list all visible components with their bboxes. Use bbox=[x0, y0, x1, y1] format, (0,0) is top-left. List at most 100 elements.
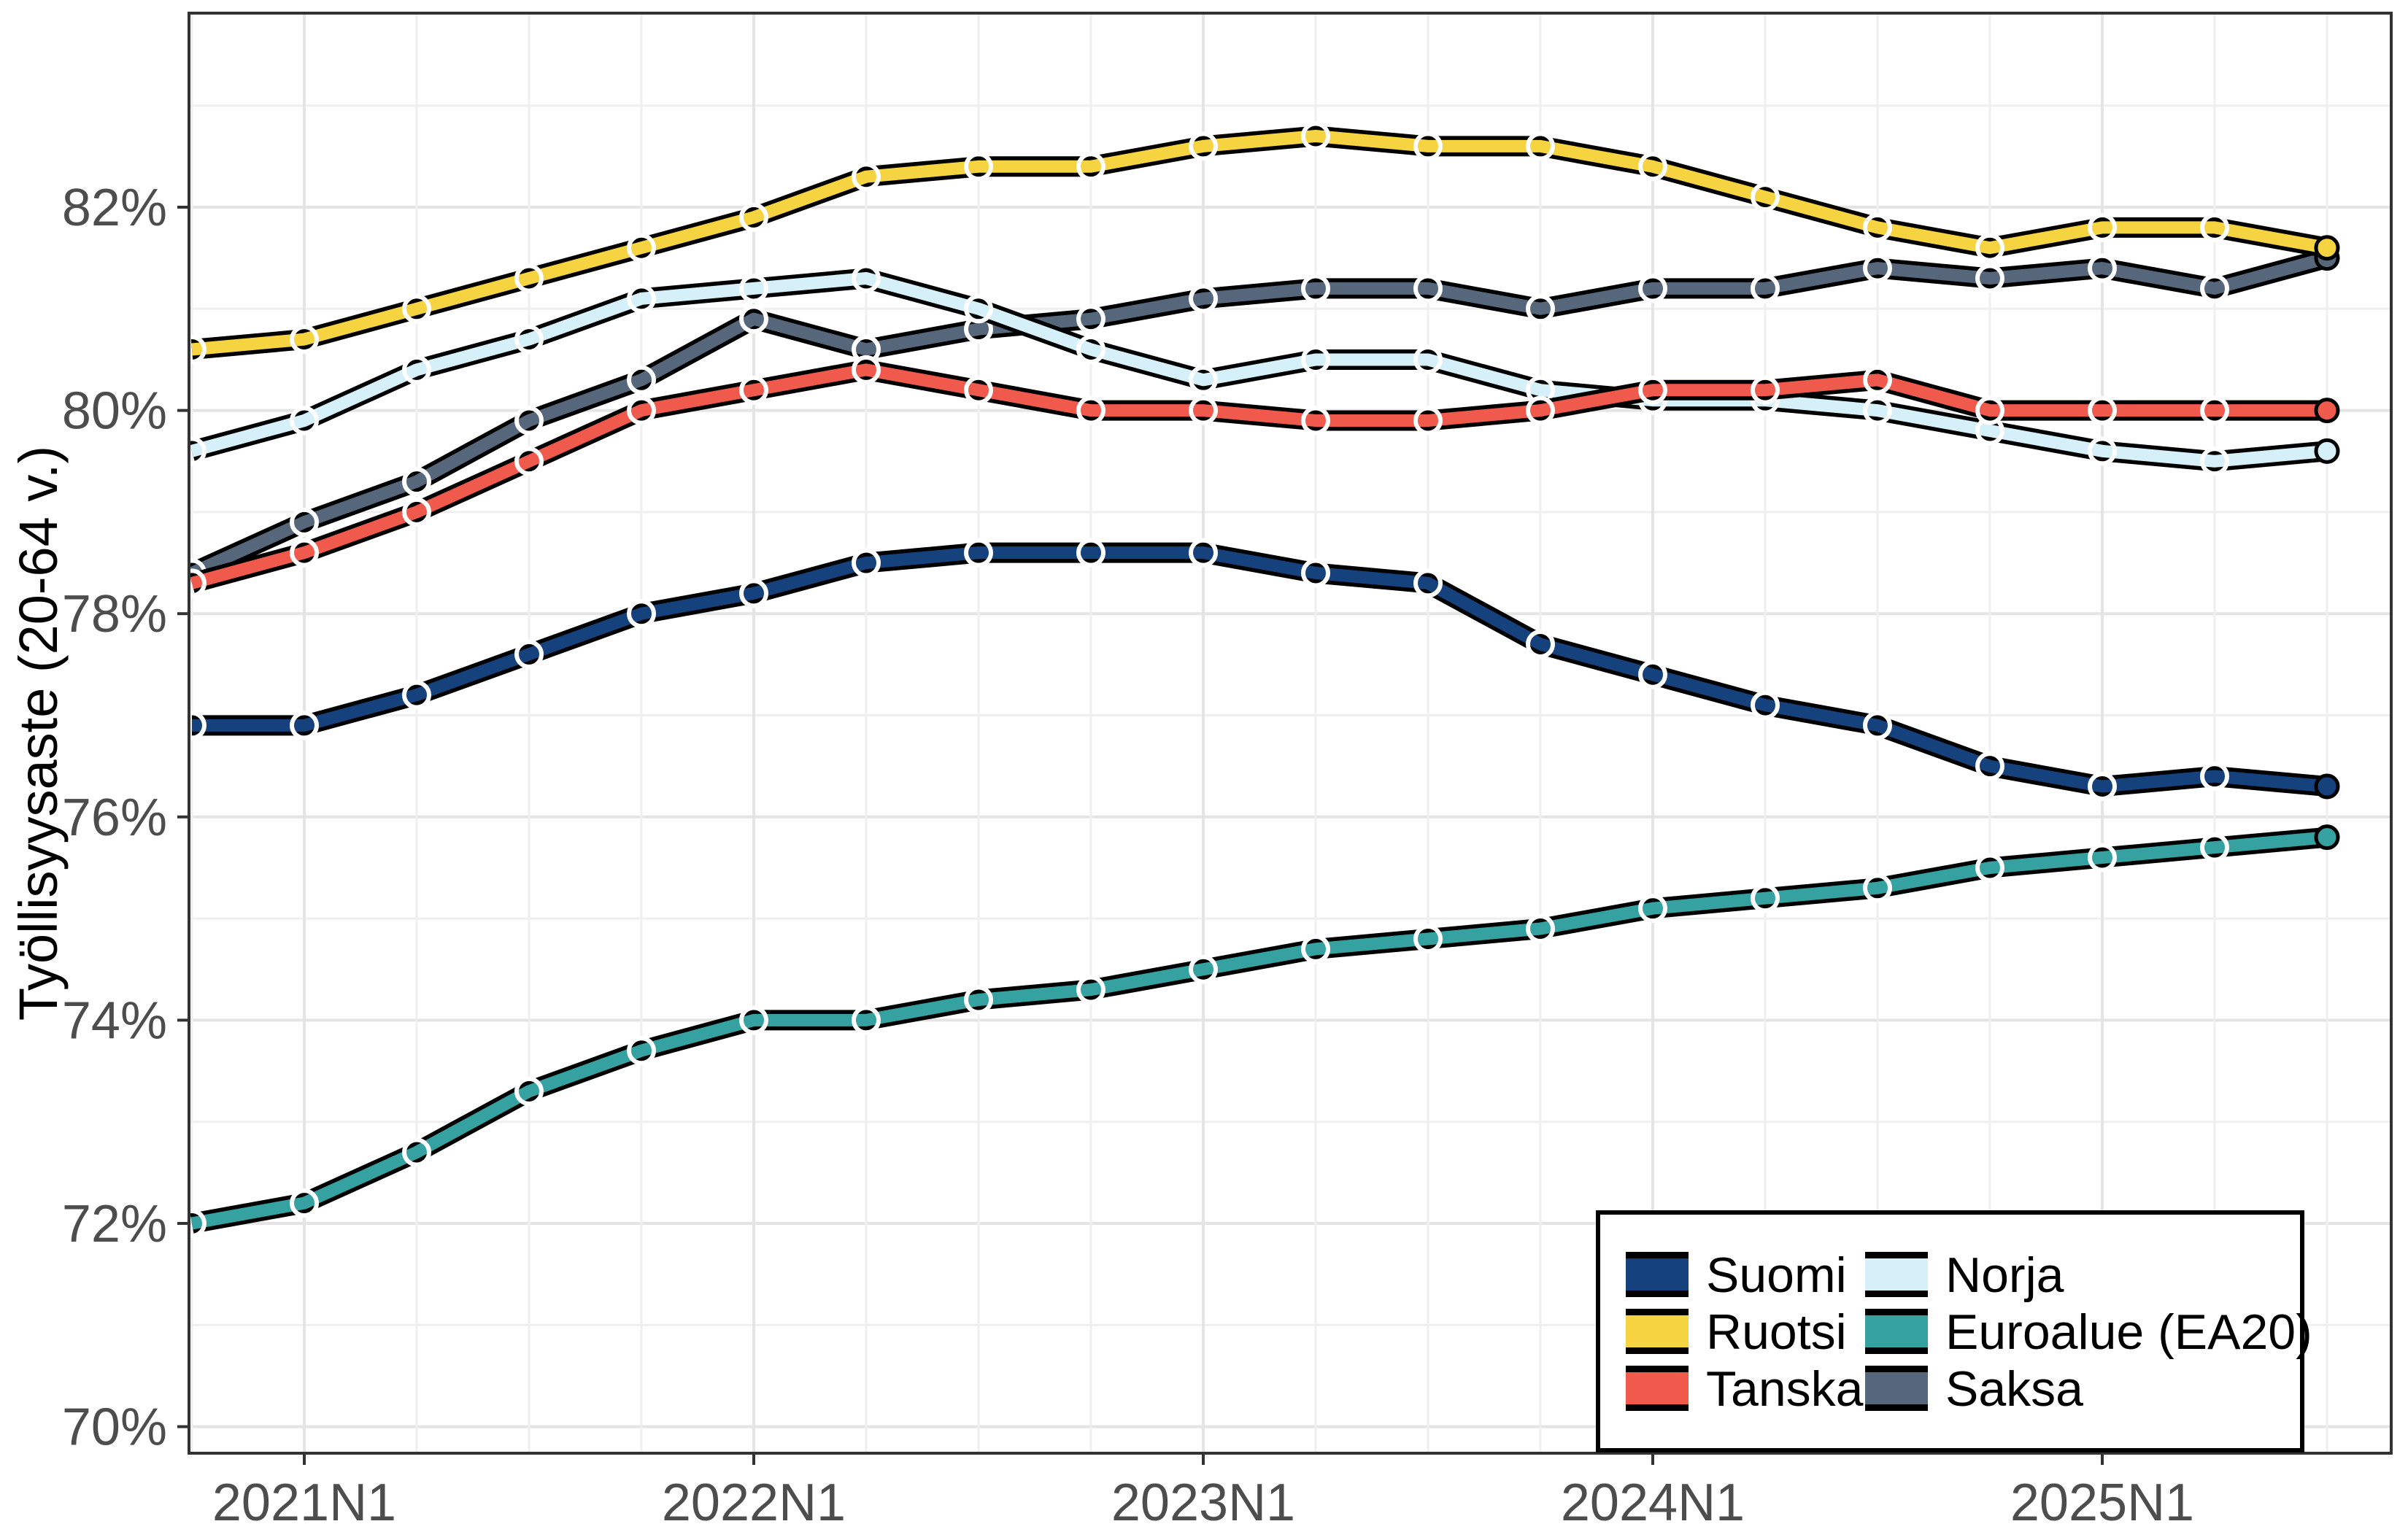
data-point-marker bbox=[1189, 538, 1218, 568]
ribbon-fill bbox=[190, 363, 2327, 589]
data-point-marker bbox=[2088, 395, 2117, 425]
y-tick-label: 76% bbox=[62, 789, 167, 847]
data-point-marker bbox=[290, 711, 319, 740]
data-point-marker bbox=[1975, 751, 2004, 781]
data-point-end-marker bbox=[2314, 235, 2340, 261]
legend-key-fill bbox=[1865, 1258, 1928, 1291]
data-point-marker bbox=[189, 335, 207, 365]
data-point-marker bbox=[402, 467, 431, 497]
series-tanska bbox=[189, 355, 2340, 598]
data-point-marker bbox=[402, 497, 431, 527]
data-point-marker bbox=[1526, 914, 1555, 944]
legend-label: Norja bbox=[1945, 1247, 2064, 1303]
data-point-end-marker bbox=[2314, 398, 2340, 424]
data-point-marker bbox=[852, 162, 881, 192]
data-point-marker bbox=[1301, 558, 1330, 588]
data-point-marker bbox=[1413, 274, 1443, 303]
data-point-marker bbox=[1076, 152, 1105, 182]
data-point-marker bbox=[627, 233, 656, 263]
data-point-marker bbox=[1413, 924, 1443, 953]
data-point-marker bbox=[1751, 274, 1780, 303]
data-point-marker bbox=[1751, 375, 1780, 405]
data-point-marker bbox=[2200, 212, 2229, 242]
data-point-marker bbox=[2088, 253, 2117, 283]
data-point-marker bbox=[1863, 212, 1892, 242]
data-point-end-marker bbox=[2314, 773, 2340, 800]
data-point-marker bbox=[627, 284, 656, 314]
legend-key-edge-top bbox=[1865, 1252, 1928, 1258]
legend-key-edge-top bbox=[1626, 1309, 1689, 1315]
data-point-marker bbox=[1076, 975, 1105, 1005]
data-point-marker bbox=[402, 294, 431, 324]
legend-key-edge-bottom bbox=[1626, 1404, 1689, 1411]
data-point-marker bbox=[2200, 274, 2229, 303]
legend-key-fill bbox=[1626, 1315, 1689, 1348]
data-point-marker bbox=[739, 579, 768, 608]
data-point-marker bbox=[739, 304, 768, 334]
data-point-marker bbox=[1189, 284, 1218, 314]
data-point-marker bbox=[1638, 152, 1667, 182]
data-point-marker bbox=[2088, 843, 2117, 873]
data-point-marker bbox=[514, 263, 544, 293]
legend-label: Saksa bbox=[1945, 1361, 2083, 1417]
data-point-marker bbox=[290, 325, 319, 355]
legend-key-edge-top bbox=[1626, 1252, 1689, 1258]
data-point-marker bbox=[1638, 375, 1667, 405]
data-point-marker bbox=[290, 507, 319, 537]
data-point-marker bbox=[1526, 395, 1555, 425]
legend-key-edge-bottom bbox=[1626, 1291, 1689, 1297]
data-point-marker bbox=[627, 599, 656, 629]
series-norja bbox=[189, 263, 2340, 476]
data-point-marker bbox=[1638, 659, 1667, 689]
ribbon-fill bbox=[190, 272, 2328, 468]
data-point-marker bbox=[1189, 395, 1218, 425]
data-point-marker bbox=[739, 1005, 768, 1035]
series-euroalue-ea20 bbox=[189, 824, 2340, 1238]
legend-key-edge-bottom bbox=[1865, 1291, 1928, 1297]
y-tick-label: 82% bbox=[62, 179, 167, 237]
data-point-marker bbox=[514, 325, 544, 355]
data-point-marker bbox=[402, 355, 431, 384]
legend-item-euroalue-ea20: Euroalue (EA20) bbox=[1865, 1304, 2312, 1360]
legend-key-fill bbox=[1626, 1372, 1689, 1405]
data-point-marker bbox=[1301, 934, 1330, 964]
data-point-marker bbox=[1863, 365, 1892, 395]
data-point-end-marker bbox=[2314, 438, 2340, 464]
data-point-marker bbox=[1975, 395, 2004, 425]
legend-label: Tanska bbox=[1706, 1361, 1864, 1417]
data-point-marker bbox=[1638, 274, 1667, 303]
legend-key-edge-bottom bbox=[1626, 1347, 1689, 1354]
data-point-marker bbox=[514, 446, 544, 476]
data-point-marker bbox=[1076, 395, 1105, 425]
data-point-marker bbox=[1301, 121, 1330, 151]
series-ruotsi bbox=[189, 121, 2340, 365]
data-point-marker bbox=[1189, 954, 1218, 984]
data-point-marker bbox=[290, 1188, 319, 1218]
y-tick-label: 74% bbox=[62, 991, 167, 1050]
ribbon-fill bbox=[189, 252, 2329, 579]
data-point-marker bbox=[189, 1209, 207, 1238]
legend-label: Suomi bbox=[1706, 1247, 1847, 1303]
data-point-marker bbox=[1076, 335, 1105, 365]
data-point-marker bbox=[627, 1036, 656, 1066]
series-layer bbox=[189, 121, 2340, 1238]
data-point-marker bbox=[2088, 772, 2117, 802]
data-point-marker bbox=[627, 365, 656, 395]
data-point-marker bbox=[964, 375, 993, 405]
data-point-marker bbox=[1526, 629, 1555, 659]
y-tick-label: 72% bbox=[62, 1195, 167, 1253]
ribbon-fill bbox=[190, 831, 2328, 1230]
data-point-marker bbox=[627, 395, 656, 425]
data-point-marker bbox=[1751, 182, 1780, 212]
data-point-marker bbox=[402, 1137, 431, 1167]
data-point-marker bbox=[1975, 853, 2004, 883]
data-point-marker bbox=[852, 355, 881, 384]
data-point-marker bbox=[2200, 446, 2229, 476]
data-point-marker bbox=[189, 711, 207, 740]
data-point-marker bbox=[1413, 344, 1443, 374]
legend-label: Euroalue (EA20) bbox=[1945, 1304, 2312, 1360]
data-point-marker bbox=[1301, 274, 1330, 303]
data-point-marker bbox=[1526, 294, 1555, 324]
legend-key-fill bbox=[1865, 1372, 1928, 1405]
